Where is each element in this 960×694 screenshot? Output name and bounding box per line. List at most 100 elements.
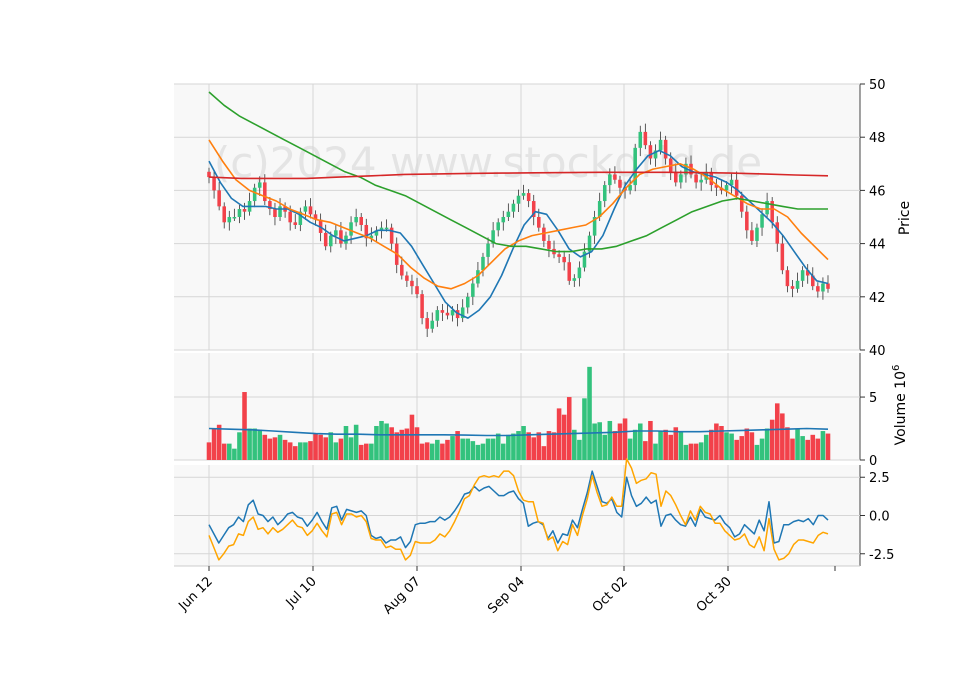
candle-down (780, 243, 785, 271)
volume-bar (338, 438, 344, 460)
candle-down (694, 174, 698, 183)
candle-up (699, 179, 703, 183)
volume-bar (825, 433, 831, 460)
volume-bar (506, 434, 511, 460)
candle-up (597, 201, 602, 217)
volume-bar (308, 441, 313, 460)
candle-down (445, 312, 450, 316)
candle-up (334, 230, 338, 236)
volume-bar (541, 446, 547, 460)
volume-bar (511, 433, 516, 460)
candle-up (516, 195, 521, 204)
price-axis-tick-label: 48 (869, 131, 886, 146)
candle-down (313, 214, 318, 220)
volume-bar (658, 431, 663, 460)
candle-down (618, 179, 622, 188)
candle-down (674, 171, 678, 183)
volume-label-exponent: 6 (891, 365, 902, 371)
candle-up (633, 147, 637, 186)
candle-up (592, 217, 597, 236)
candle-down (613, 174, 617, 180)
volume-bar (262, 434, 268, 460)
volume-bar (521, 426, 526, 460)
candle-up (476, 270, 480, 284)
volume-bar (622, 418, 628, 460)
volume-bar (282, 439, 288, 460)
volume-bar (632, 429, 638, 460)
candle-up (577, 267, 582, 279)
candle-down (207, 171, 211, 178)
candle-up (232, 217, 237, 219)
volume-bar (785, 427, 790, 460)
candle-up (450, 310, 455, 316)
candle-down (770, 201, 774, 223)
volume-bar (678, 432, 684, 460)
volume-bar (277, 434, 283, 460)
volume-bar (292, 446, 298, 460)
volume-bar (419, 443, 425, 460)
volume-bar (389, 427, 394, 460)
volume-bar (698, 442, 704, 460)
candle-down (389, 227, 394, 244)
candle-down (222, 206, 226, 223)
candle-down (775, 222, 780, 244)
price-axis-label: Price (897, 201, 913, 235)
volume-bar (724, 432, 729, 460)
candle-up (486, 243, 490, 257)
candle-up (755, 227, 759, 241)
candle-down (709, 171, 714, 186)
volume-bar (455, 431, 460, 460)
volume-axis-label: Volume 106 (891, 365, 909, 446)
oscillator-line (208, 470, 829, 549)
volume-bar (435, 439, 440, 460)
oscillator-line (208, 458, 829, 561)
candle-down (415, 286, 419, 295)
volume-bar (257, 429, 263, 460)
volume-bar (298, 442, 303, 460)
candle-up (430, 320, 435, 329)
volume-bar (429, 443, 435, 460)
moving-average-line (208, 171, 829, 180)
volume-bar (369, 443, 374, 460)
candle-up (491, 230, 495, 244)
candle-down (293, 222, 298, 225)
volume-bar (445, 439, 450, 460)
candle-down (288, 211, 292, 223)
price-panel-bg (174, 84, 860, 350)
volume-bar (668, 434, 673, 460)
volume-bar (384, 423, 389, 460)
candle-down (217, 190, 221, 207)
candle-down (308, 206, 313, 215)
candle-down (537, 217, 541, 228)
volume-bar (216, 424, 222, 460)
candle-up (354, 217, 358, 223)
volume-bar (333, 442, 339, 460)
volume-bar (221, 443, 227, 460)
volume-bar (744, 428, 750, 460)
candle-up (679, 174, 683, 183)
volume-bar (318, 434, 323, 460)
volume-bar (815, 438, 821, 460)
volume-bar (663, 429, 668, 460)
volume-bar (303, 442, 308, 460)
volume-bar (475, 444, 481, 460)
price-axis-tick-label: 50 (869, 78, 886, 93)
volume-bar (709, 429, 714, 460)
volume-bar (480, 443, 486, 460)
candle-down (663, 139, 668, 159)
candle-up (638, 131, 643, 148)
candle-up (572, 278, 577, 281)
volume-bar (450, 436, 455, 460)
candle-up (384, 227, 389, 230)
moving-average-line (208, 139, 829, 290)
volume-bar (688, 443, 694, 460)
volume-bar (470, 441, 476, 460)
volume-bar (561, 414, 567, 460)
volume-bar (587, 366, 592, 460)
volume-bar (227, 443, 232, 460)
volume-bar (582, 398, 587, 460)
volume-bar (500, 443, 506, 460)
candle-up (602, 185, 607, 202)
candle-up (511, 203, 516, 212)
volume-bar (536, 432, 542, 460)
